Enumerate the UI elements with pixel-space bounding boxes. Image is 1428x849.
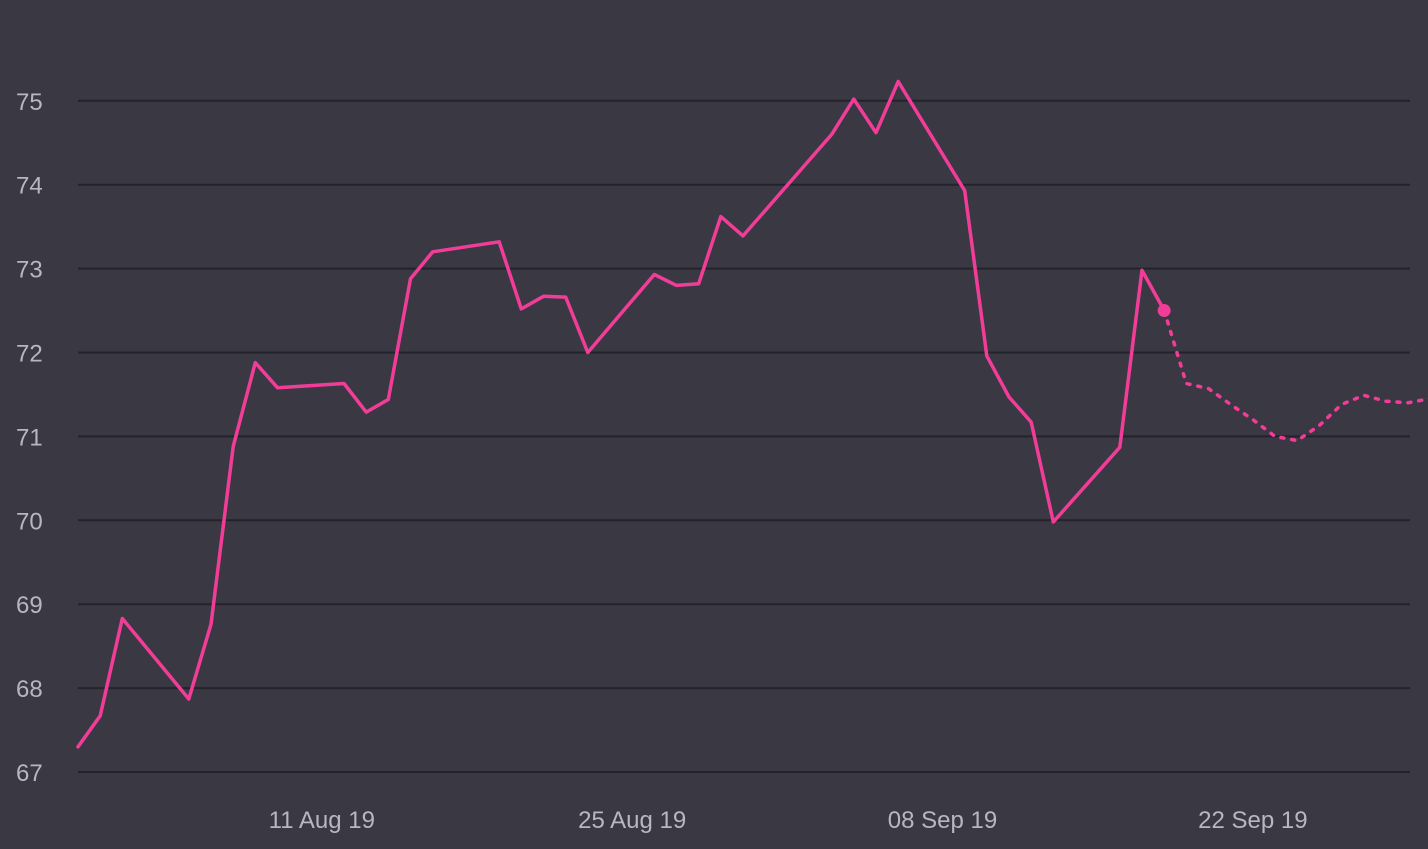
- y-tick-label: 70: [16, 508, 43, 535]
- y-tick-label: 72: [16, 341, 43, 368]
- forecast-series-line: [1162, 308, 1428, 443]
- y-tick-label: 74: [16, 173, 43, 200]
- y-tick-label: 71: [16, 424, 43, 451]
- x-tick-label: 08 Sep 19: [888, 807, 997, 834]
- y-tick-label: 73: [16, 257, 43, 284]
- x-axis-ticks: 11 Aug 19 25 Aug 19 08 Sep 19 22 Sep 19: [269, 807, 1308, 834]
- price-series-line: [76, 79, 1166, 749]
- y-tick-label: 68: [16, 676, 43, 703]
- gridlines: [78, 99, 1410, 773]
- y-tick-label: 67: [16, 760, 43, 787]
- x-tick-label: 25 Aug 19: [578, 807, 686, 834]
- x-tick-label: 11 Aug 19: [269, 807, 375, 834]
- forecast-start-point: [1157, 304, 1171, 318]
- y-tick-label: 69: [16, 592, 43, 619]
- series-layer: [76, 79, 1428, 749]
- y-axis-ticks: 67 68 69 70 71 72 73 74 75: [16, 89, 43, 787]
- y-tick-label: 75: [16, 89, 43, 116]
- x-tick-label: 22 Sep 19: [1198, 807, 1307, 834]
